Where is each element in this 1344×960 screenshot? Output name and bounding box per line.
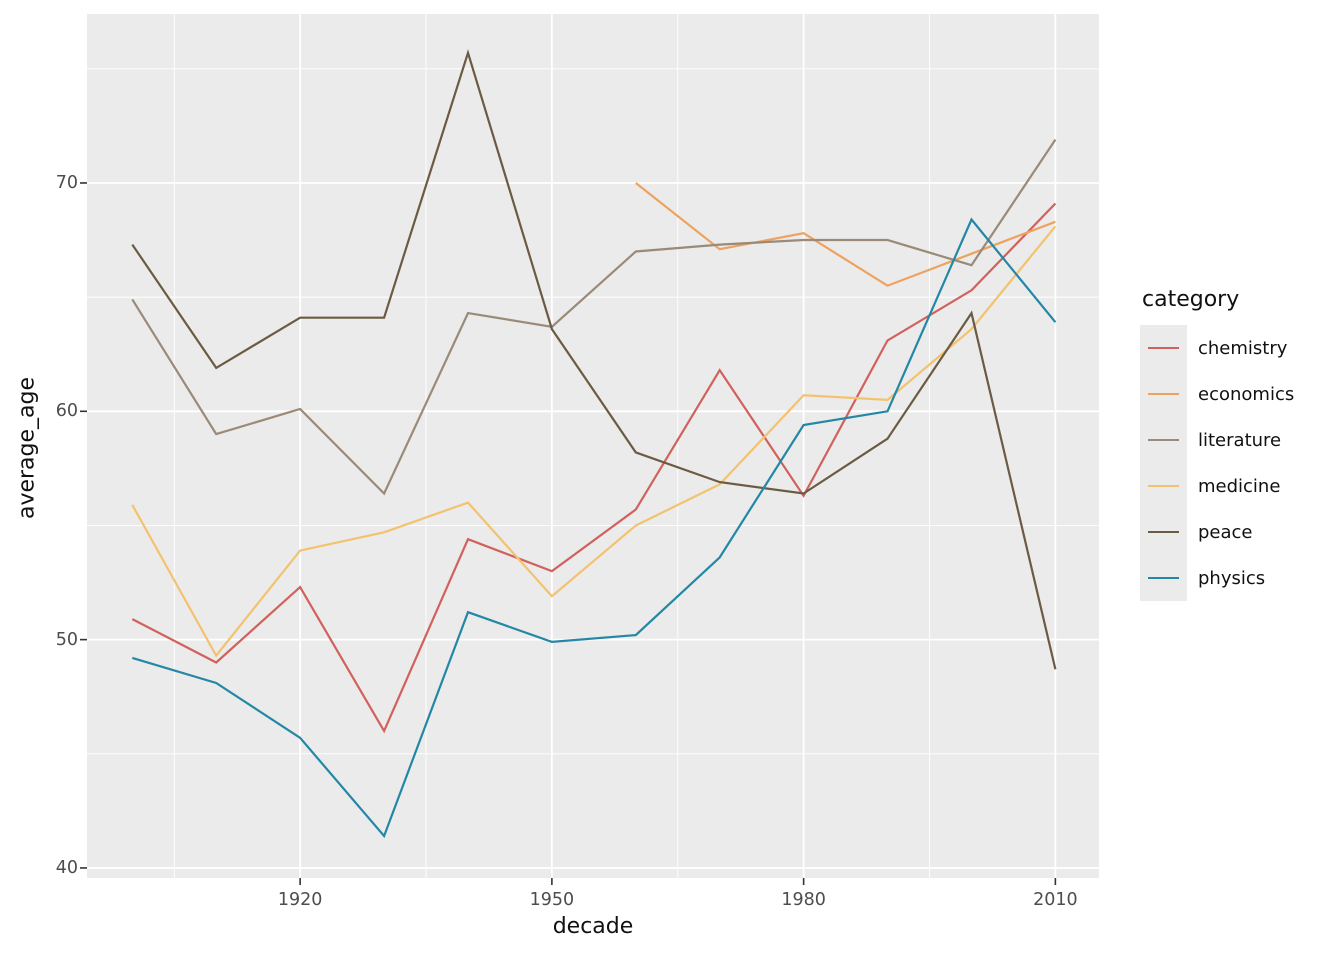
series-line-medicine [131, 225, 1057, 658]
legend-key-line [1148, 484, 1179, 488]
legend-item-label: physics [1198, 567, 1266, 589]
x-tick-label: 1950 [529, 890, 575, 910]
series-line-economics [635, 182, 1056, 287]
legend-key-swatch [1140, 509, 1187, 555]
legend-key-line [1148, 438, 1179, 442]
legend-key-swatch [1140, 417, 1187, 463]
series-line-chemistry [131, 202, 1057, 734]
y-tick-label: 50 [55, 629, 78, 650]
legend-key-swatch [1140, 555, 1187, 601]
x-tick-label: 1980 [781, 890, 826, 910]
legend-item-economics: economics [1140, 371, 1344, 417]
legend-key-line [1148, 392, 1179, 396]
legend-key-swatch [1140, 463, 1187, 509]
plot-panel [87, 14, 1099, 878]
x-tick-label: 1920 [277, 890, 323, 910]
legend-key-line [1148, 576, 1179, 580]
x-tick-label: 2010 [1033, 890, 1078, 910]
legend-item-physics: physics [1140, 555, 1344, 601]
x-axis-title: decade [552, 914, 634, 939]
y-tick-label: 60 [55, 401, 78, 422]
legend-item-peace: peace [1140, 509, 1344, 555]
legend-item-chemistry: chemistry [1140, 325, 1344, 371]
legend-item-literature: literature [1140, 417, 1344, 463]
legend-item-label: chemistry [1198, 337, 1288, 359]
y-axis-title: average_age [14, 376, 40, 520]
series-line-literature [131, 138, 1057, 496]
legend-key-swatch [1140, 325, 1187, 371]
series-line-peace [131, 49, 1057, 670]
legend-title: category [1142, 287, 1240, 312]
legend-item-label: economics [1198, 383, 1295, 405]
legend-item-label: medicine [1198, 475, 1281, 497]
legend-key-swatch [1140, 371, 1187, 417]
legend-key-line [1148, 530, 1179, 534]
y-tick-label: 70 [55, 172, 78, 193]
legend-item-medicine: medicine [1140, 463, 1344, 509]
legend-item-label: peace [1198, 521, 1253, 543]
legend-key-line [1148, 346, 1179, 350]
legend-item-label: literature [1198, 429, 1282, 451]
series-line-physics [131, 217, 1057, 839]
legend: category chemistry economics literature … [1140, 287, 1344, 601]
y-tick-label: 40 [55, 857, 78, 878]
